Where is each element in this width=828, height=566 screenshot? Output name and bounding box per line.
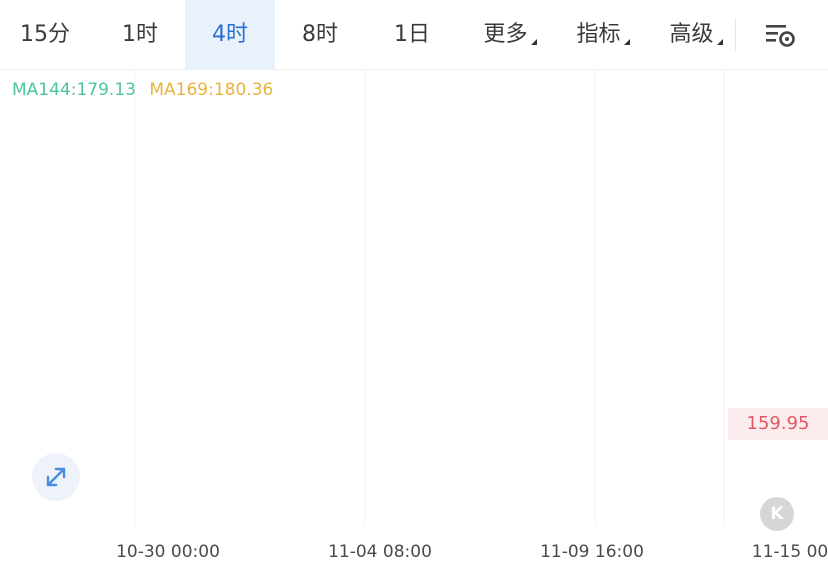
tab-label: 更多 bbox=[483, 22, 528, 47]
tab-3[interactable]: 8时 bbox=[275, 0, 365, 70]
x-tick-label: 11-15 00 bbox=[752, 542, 828, 562]
legend-ma144: MA144:179.13 bbox=[12, 80, 136, 100]
tab-label: 1时 bbox=[122, 22, 158, 47]
legend-ma169: MA169:180.36 bbox=[149, 80, 274, 100]
current-price-tag: 159.95 bbox=[728, 408, 828, 440]
k-button[interactable]: K bbox=[760, 497, 794, 531]
x-tick-label: 10-30 00:00 bbox=[116, 542, 220, 562]
tab-0[interactable]: 15分 bbox=[5, 0, 85, 70]
tab-6[interactable]: 指标 bbox=[555, 0, 651, 70]
tab-label: 15分 bbox=[20, 22, 70, 47]
candlestick-chart[interactable]: 200.00190.00180.00170.00150.0010-30 00:0… bbox=[0, 70, 828, 566]
tab-label: 高级 bbox=[669, 22, 714, 47]
timeframe-tab-bar: 15分 1时 4时 8时 1日 更多 指标 高级 bbox=[0, 0, 828, 70]
x-tick-label: 11-04 08:00 bbox=[328, 542, 432, 562]
expand-arrows-icon[interactable] bbox=[32, 453, 80, 501]
tab-label: 4时 bbox=[212, 22, 248, 47]
tab-divider bbox=[735, 18, 736, 52]
x-tick-label: 11-09 16:00 bbox=[540, 542, 644, 562]
dropdown-caret-icon bbox=[530, 39, 537, 45]
tab-1[interactable]: 1时 bbox=[95, 0, 185, 70]
dropdown-caret-icon bbox=[623, 39, 630, 45]
tab-5[interactable]: 更多 bbox=[462, 0, 558, 70]
tab-label: 指标 bbox=[576, 22, 621, 47]
tab-label: 1日 bbox=[394, 22, 430, 47]
chart-settings-icon[interactable] bbox=[760, 18, 800, 52]
tab-4[interactable]: 1日 bbox=[367, 0, 457, 70]
tab-label: 8时 bbox=[302, 22, 338, 47]
tab-2[interactable]: 4时 bbox=[185, 0, 275, 70]
tab-7[interactable]: 高级 bbox=[648, 0, 744, 70]
ma-legend: MA144:179.13 MA169:180.36 bbox=[12, 80, 281, 100]
dropdown-caret-icon bbox=[716, 39, 723, 45]
